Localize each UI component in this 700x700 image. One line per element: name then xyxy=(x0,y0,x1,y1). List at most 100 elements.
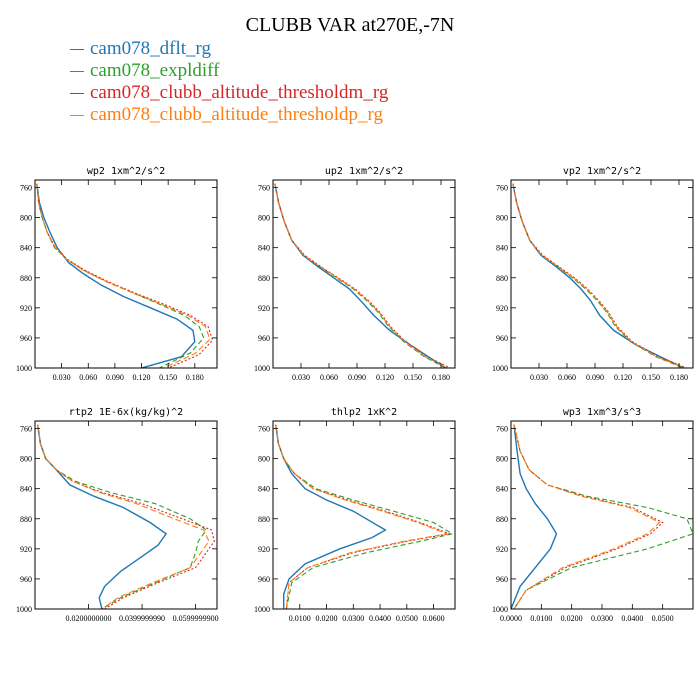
y-tick-label: 840 xyxy=(20,244,32,253)
x-tick-label: 0.150 xyxy=(404,373,422,382)
legend-swatch xyxy=(70,92,84,94)
y-tick-label: 800 xyxy=(258,214,270,223)
x-tick-label: 0.180 xyxy=(670,373,688,382)
x-tick-label: 0.120 xyxy=(133,373,151,382)
legend-label: cam078_expldiff xyxy=(90,60,220,81)
y-tick-label: 920 xyxy=(496,304,508,313)
chart-title: thlp2 1xK^2 xyxy=(331,407,397,418)
series-line xyxy=(36,183,205,368)
series-line xyxy=(37,424,168,609)
series-line xyxy=(36,183,214,368)
y-tick-label: 960 xyxy=(258,334,270,343)
chart-panel: up2 1xm^2/s^2 760 800 840 880 920 960 1000 0.030… xyxy=(254,166,456,382)
y-tick-label: 760 xyxy=(20,425,32,434)
plot-frame xyxy=(510,179,694,369)
x-tick-label: 0.090 xyxy=(586,373,604,382)
legend-label: cam078_clubb_altitude_thresholdm_rg xyxy=(90,82,389,103)
y-tick-label: 1000 xyxy=(492,605,508,614)
y-tick-label: 800 xyxy=(258,455,270,464)
y-tick-label: 1000 xyxy=(16,364,32,373)
x-tick-label: 0.0400 xyxy=(369,614,391,623)
y-tick-label: 800 xyxy=(496,214,508,223)
x-tick-label: 0.0300 xyxy=(591,614,613,623)
x-tick-label: 0.090 xyxy=(348,373,366,382)
series-line xyxy=(275,424,387,609)
chart-title: vp2 1xm^2/s^2 xyxy=(563,166,641,177)
chart-panel: wp2 1xm^2/s^2 760 800 840 880 920 960 1000 0.030… xyxy=(16,166,218,382)
chart-panel: rtp2 1E-6x(kg/kg)^2 760 800 840 880 920 960 100… xyxy=(16,407,219,623)
y-tick-label: 1000 xyxy=(492,364,508,373)
plot-frame xyxy=(510,420,694,610)
legend-item: cam078_clubb_altitude_thresholdp_rg xyxy=(70,104,388,126)
x-tick-label: 0.090 xyxy=(106,373,124,382)
y-tick-label: 760 xyxy=(496,425,508,434)
x-tick-label: 0.120 xyxy=(376,373,394,382)
x-tick-label: 0.0400 xyxy=(621,614,643,623)
y-tick-label: 1000 xyxy=(254,605,270,614)
series-line xyxy=(512,183,684,368)
plot-frame xyxy=(34,420,218,610)
y-tick-label: 880 xyxy=(496,274,508,283)
y-tick-label: 880 xyxy=(20,274,32,283)
chart-title: up2 1xm^2/s^2 xyxy=(325,166,403,177)
series-line xyxy=(36,183,211,368)
figure-title: CLUBB VAR at270E,-7N xyxy=(245,14,455,36)
y-tick-label: 760 xyxy=(258,184,270,193)
x-tick-label: 0.0000 xyxy=(500,614,522,623)
x-tick-label: 0.0100 xyxy=(289,614,311,623)
y-tick-label: 880 xyxy=(20,515,32,524)
x-tick-label: 0.030 xyxy=(292,373,310,382)
x-tick-label: 0.060 xyxy=(558,373,576,382)
chart-panel: thlp2 1xK^2 760 800 840 880 920 960 1000 0.0100 0… xyxy=(254,407,456,623)
y-tick-label: 840 xyxy=(20,485,32,494)
legend: cam078_dflt_rg cam078_expldiff cam078_cl… xyxy=(70,38,388,126)
y-tick-label: 960 xyxy=(496,334,508,343)
y-tick-label: 880 xyxy=(258,515,270,524)
y-tick-label: 840 xyxy=(258,244,270,253)
x-tick-label: 0.060 xyxy=(79,373,97,382)
plot-frame xyxy=(272,420,456,610)
x-tick-label: 0.0600 xyxy=(423,614,445,623)
x-tick-label: 0.0200 xyxy=(561,614,583,623)
legend-swatch xyxy=(70,48,84,50)
legend-label: cam078_clubb_altitude_thresholdp_rg xyxy=(90,104,384,125)
chart-panel: vp2 1xm^2/s^2 760 800 840 880 920 960 1000 0.030… xyxy=(492,166,694,382)
series-line xyxy=(512,183,685,368)
series-line xyxy=(36,183,196,368)
chart-title: wp3 1xm^3/s^3 xyxy=(563,407,641,418)
y-tick-label: 840 xyxy=(496,485,508,494)
series-line xyxy=(37,424,215,609)
series-line xyxy=(512,183,687,368)
x-tick-label: 0.0500 xyxy=(396,614,418,623)
series-line xyxy=(37,424,210,609)
series-line xyxy=(274,183,448,368)
series-line xyxy=(512,183,685,368)
y-tick-label: 760 xyxy=(258,425,270,434)
y-tick-label: 920 xyxy=(20,545,32,554)
series-line xyxy=(274,183,451,368)
x-tick-label: 0.030 xyxy=(53,373,71,382)
series-line xyxy=(511,424,558,609)
plot-frame xyxy=(272,179,456,369)
chart-title: rtp2 1E-6x(kg/kg)^2 xyxy=(69,407,183,418)
y-tick-label: 960 xyxy=(20,334,32,343)
series-line xyxy=(513,424,661,609)
x-tick-label: 0.0300 xyxy=(342,614,364,623)
x-tick-label: 0.0200000000 xyxy=(66,614,112,623)
y-tick-label: 960 xyxy=(258,575,270,584)
y-tick-label: 960 xyxy=(496,575,508,584)
y-tick-label: 840 xyxy=(258,485,270,494)
x-tick-label: 0.0500 xyxy=(652,614,674,623)
y-tick-label: 760 xyxy=(20,184,32,193)
chart-panel: wp3 1xm^3/s^3 760 800 840 880 920 960 10000.000… xyxy=(492,407,694,623)
legend-swatch xyxy=(70,114,84,116)
x-tick-label: 0.120 xyxy=(614,373,632,382)
x-tick-label: 0.180 xyxy=(186,373,204,382)
y-tick-label: 960 xyxy=(20,575,32,584)
y-tick-label: 880 xyxy=(258,274,270,283)
series-line xyxy=(513,424,664,609)
y-tick-label: 920 xyxy=(258,304,270,313)
x-tick-label: 0.150 xyxy=(159,373,177,382)
legend-swatch xyxy=(70,70,84,72)
